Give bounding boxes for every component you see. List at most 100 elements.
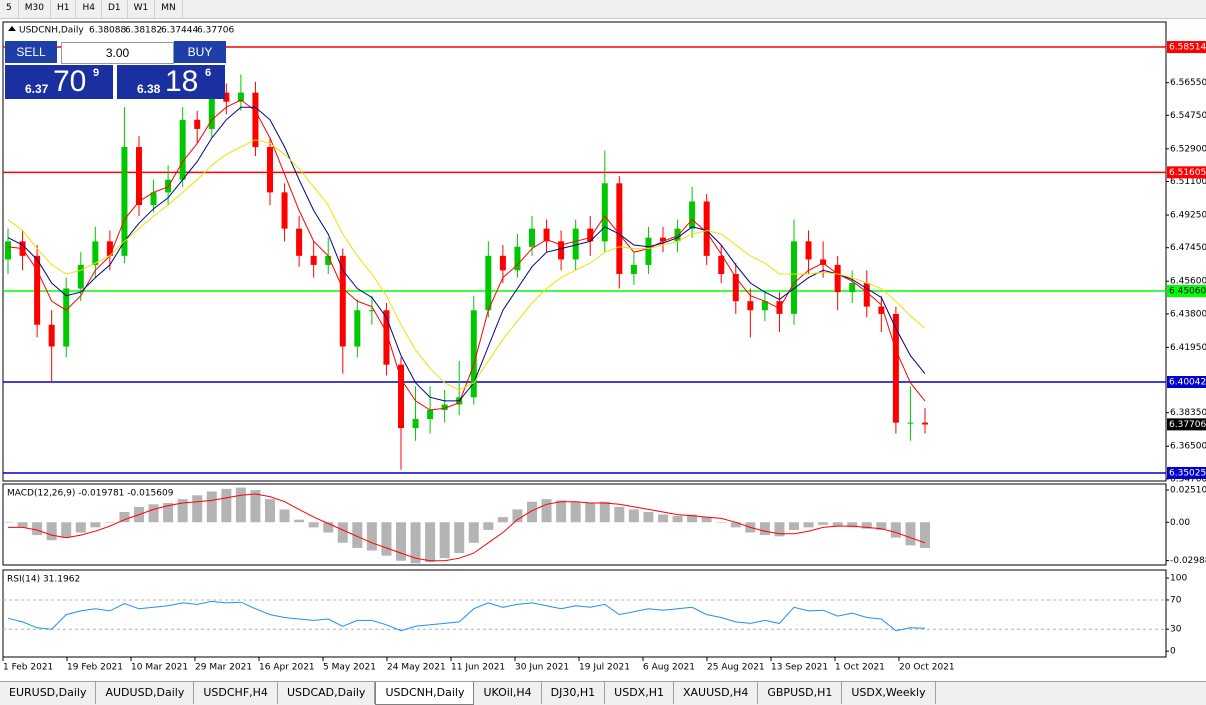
- buy-price[interactable]: 6.38 18 6: [117, 65, 225, 99]
- candle-body: [587, 228, 594, 242]
- chart-tabs: EURUSD,Daily AUDUSD,Daily USDCHF,H4 USDCAD,…: [0, 681, 1206, 705]
- candle-body: [48, 324, 55, 347]
- x-tick-label: 13 Sep 2021: [771, 663, 828, 673]
- chart-tab[interactable]: EURUSD,Daily: [0, 682, 97, 704]
- candle-body: [732, 273, 739, 302]
- macd-bar: [774, 522, 785, 537]
- level-label: 6.58514: [1169, 43, 1206, 53]
- x-tick-label: 11 Jun 2021: [451, 663, 505, 673]
- y-tick-label: 100: [1170, 574, 1187, 584]
- candle-body: [310, 255, 317, 265]
- macd-bar: [163, 502, 174, 523]
- macd-bar: [614, 506, 625, 523]
- candle-body: [849, 283, 856, 293]
- y-tick-label: 6.41950: [1170, 343, 1206, 353]
- macd-bar: [32, 522, 43, 536]
- candle-body: [383, 310, 390, 365]
- candle-body: [150, 192, 157, 206]
- macd-bar: [628, 509, 639, 523]
- macd-bar: [920, 522, 930, 548]
- chart-tab[interactable]: USDX,Weekly: [842, 682, 936, 704]
- macd-bar: [352, 522, 363, 548]
- candle-body: [514, 246, 521, 271]
- candle-body: [834, 264, 841, 293]
- macd-bar: [75, 522, 86, 533]
- moving-average: [7, 99, 926, 411]
- x-tick-label: 6 Aug 2021: [643, 663, 695, 673]
- x-tick-label: 19 Feb 2021: [67, 663, 123, 673]
- level-label: 6.40042: [1169, 378, 1206, 388]
- chart-tab[interactable]: USDCNH,Daily: [375, 682, 475, 705]
- chart-tab[interactable]: USDCAD,Daily: [278, 682, 376, 704]
- y-tick-label: 30: [1170, 625, 1182, 635]
- macd-bar: [221, 488, 232, 523]
- macd-bar: [658, 514, 668, 523]
- macd-bar: [177, 499, 188, 523]
- candle-body: [267, 147, 273, 193]
- sell-price[interactable]: 6.37 70 9: [5, 65, 113, 99]
- macd-bar: [17, 522, 28, 528]
- macd-bar: [497, 517, 508, 523]
- candle-body: [718, 255, 725, 274]
- price-big: 6.37: [25, 82, 49, 96]
- level-label-bg: [1167, 466, 1206, 479]
- macd-bar: [235, 487, 246, 523]
- timeframe-button[interactable]: W1: [128, 0, 156, 18]
- macd-bar: [192, 495, 203, 523]
- macd-bar: [643, 511, 654, 523]
- y-tick-label: 6.38350: [1170, 408, 1206, 418]
- candle-body: [427, 409, 434, 420]
- moving-average: [7, 106, 926, 402]
- chart-tab[interactable]: DJ30,H1: [542, 682, 606, 704]
- macd-bar: [716, 522, 727, 523]
- macd-bar: [265, 499, 275, 523]
- x-tick-label: 25 Aug 2021: [707, 663, 765, 673]
- candle-body: [761, 301, 768, 311]
- macd-bar: [570, 501, 581, 523]
- macd-bar: [337, 522, 348, 543]
- chart-tab[interactable]: USDX,H1: [605, 682, 674, 704]
- chart-tab[interactable]: XAUUSD,H4: [674, 682, 759, 704]
- macd-bar: [439, 522, 450, 559]
- candle-body: [398, 364, 404, 429]
- sell-button[interactable]: SELL: [5, 41, 57, 63]
- timeframe-button[interactable]: H4: [76, 0, 102, 18]
- timeframe-button[interactable]: M30: [19, 0, 51, 18]
- candle-body: [558, 241, 565, 260]
- candle-body: [296, 228, 303, 256]
- macd-bar: [512, 509, 523, 523]
- candle-body: [907, 422, 914, 424]
- chart-tab[interactable]: AUDUSD,Daily: [96, 682, 195, 704]
- candle-body: [339, 255, 346, 347]
- chart-tab[interactable]: UKOil,H4: [474, 682, 542, 704]
- price-big: 6.38: [137, 82, 161, 96]
- macd-bar: [381, 522, 392, 556]
- chart-tab[interactable]: GBPUSD,H1: [758, 682, 843, 704]
- price-pips: 70: [53, 65, 87, 98]
- macd-bar: [876, 522, 887, 530]
- buy-button[interactable]: BUY: [174, 41, 226, 63]
- macd-bar: [46, 522, 57, 541]
- timeframe-button[interactable]: MN: [155, 0, 183, 18]
- level-label-bg: [1167, 376, 1206, 389]
- chart: 6.56550 6.54750 6.52900 6.51100 6.49250 6.474…: [2, 21, 1206, 673]
- macd-bar: [687, 514, 698, 523]
- timeframe-button[interactable]: H1: [51, 0, 77, 18]
- x-tick-label: 30 Jun 2021: [515, 663, 569, 673]
- y-tick-label: 6.47450: [1170, 243, 1206, 253]
- macd-bar: [818, 522, 829, 525]
- y-tick-label: 6.49250: [1170, 211, 1206, 221]
- chart-tab[interactable]: USDCHF,H4: [194, 682, 278, 704]
- macd-bar: [847, 522, 858, 528]
- lot-input[interactable]: 3.00: [61, 42, 174, 64]
- timeframe-button[interactable]: 5: [0, 0, 19, 18]
- price-fraction: 6: [205, 67, 212, 79]
- candle-body: [805, 241, 812, 260]
- symbol-label: USDCNH,Daily: [19, 26, 84, 36]
- candle-body: [92, 241, 99, 265]
- x-tick-label: 20 Oct 2021: [899, 663, 955, 673]
- y-tick-label: 6.45600: [1170, 277, 1206, 287]
- timeframe-button[interactable]: D1: [102, 0, 128, 18]
- x-tick-label: 19 Jul 2021: [579, 663, 630, 673]
- candle-body: [485, 255, 492, 311]
